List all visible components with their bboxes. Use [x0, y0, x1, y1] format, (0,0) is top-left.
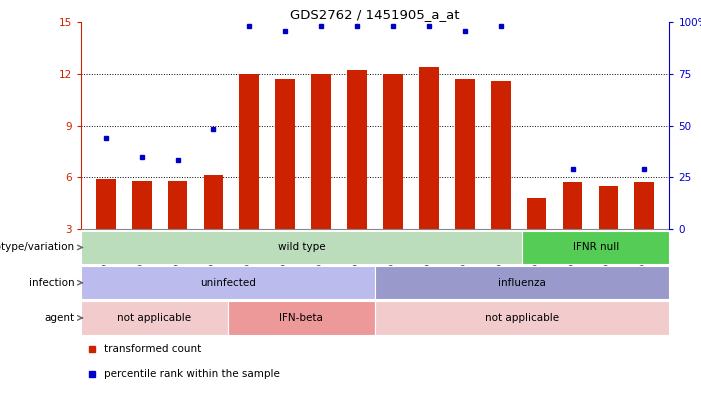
Bar [522, 231, 669, 264]
Bar [347, 70, 367, 229]
Bar [311, 74, 331, 229]
Text: transformed count: transformed count [104, 344, 201, 354]
Title: GDS2762 / 1451905_a_at: GDS2762 / 1451905_a_at [290, 8, 460, 21]
Bar [383, 74, 403, 229]
Bar [81, 231, 522, 264]
Text: infection: infection [29, 278, 75, 288]
Bar [563, 182, 583, 229]
Bar [634, 182, 654, 229]
Bar [96, 179, 116, 229]
Bar [81, 301, 228, 335]
Bar [81, 266, 375, 299]
Bar [419, 67, 439, 229]
Bar [240, 74, 259, 229]
Text: genotype/variation: genotype/variation [0, 243, 75, 252]
Text: IFN-beta: IFN-beta [280, 313, 323, 323]
Bar [599, 186, 618, 229]
Bar [168, 181, 187, 229]
Bar [228, 301, 375, 335]
Bar [375, 266, 669, 299]
Text: percentile rank within the sample: percentile rank within the sample [104, 369, 280, 379]
Text: not applicable: not applicable [485, 313, 559, 323]
Text: not applicable: not applicable [117, 313, 191, 323]
Bar [375, 301, 669, 335]
Text: influenza: influenza [498, 278, 546, 288]
Bar [275, 79, 295, 229]
Text: agent: agent [45, 313, 75, 323]
Bar [455, 79, 475, 229]
Bar [526, 198, 547, 229]
Bar [203, 175, 224, 229]
Text: IFNR null: IFNR null [573, 243, 619, 252]
Text: uninfected: uninfected [200, 278, 256, 288]
Text: wild type: wild type [278, 243, 325, 252]
Bar [491, 81, 510, 229]
Bar [132, 181, 151, 229]
